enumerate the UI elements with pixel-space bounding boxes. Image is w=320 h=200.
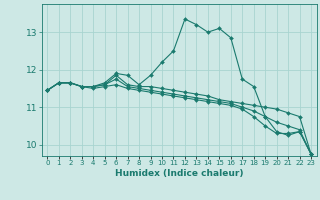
X-axis label: Humidex (Indice chaleur): Humidex (Indice chaleur) — [115, 169, 244, 178]
